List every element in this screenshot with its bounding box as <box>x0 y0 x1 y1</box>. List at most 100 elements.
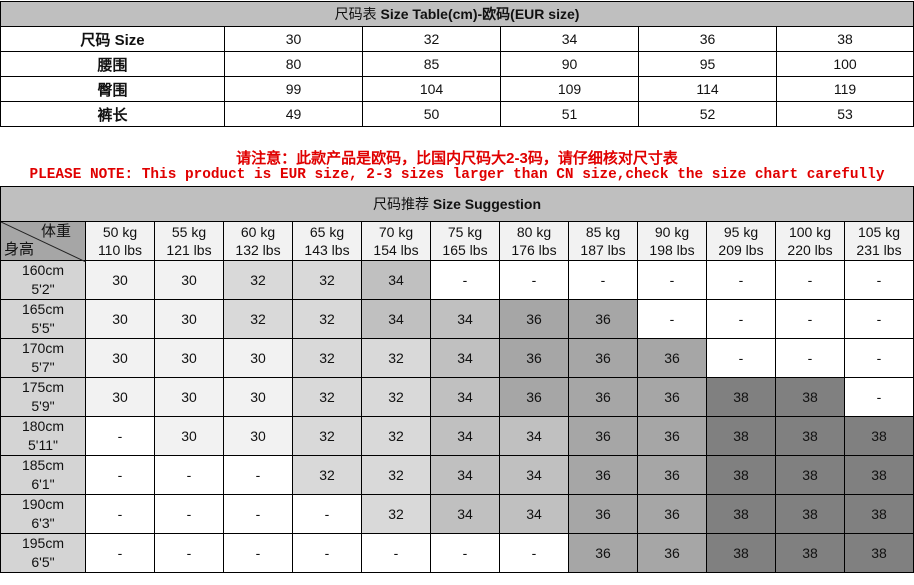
suggested-size-cell: 34 <box>499 494 569 534</box>
size-value: 99 <box>224 76 363 102</box>
suggested-size-cell: - <box>843 377 914 417</box>
row-label: 臀围 <box>0 76 225 102</box>
corner-weight-label: 体重 <box>40 223 71 240</box>
weight-header: 100 kg 220 lbs <box>775 221 845 261</box>
suggested-size-cell: - <box>843 260 914 300</box>
suggested-size-cell: 36 <box>499 377 569 417</box>
suggested-size-cell: 32 <box>223 299 293 339</box>
corner-height-label: 身高 <box>4 241 35 258</box>
suggested-size-cell: 30 <box>223 377 293 417</box>
height-row: 175cm 5'9" 30 30 30 32 32 34 36 36 36 38 38- <box>0 377 914 417</box>
weight-header: 85 kg 187 lbs <box>568 221 638 261</box>
suggested-size-cell: 36 <box>637 416 707 456</box>
size-value: 53 <box>775 101 914 127</box>
size-value: 38 <box>775 26 914 52</box>
suggested-size-cell: - <box>706 338 776 378</box>
suggested-size-cell: 32 <box>292 416 362 456</box>
row-label: 腰围 <box>0 51 225 77</box>
size-value: 52 <box>638 101 777 127</box>
suggested-size-cell: 34 <box>430 416 500 456</box>
suggested-size-cell: 38 <box>706 494 776 534</box>
size-value: 90 <box>500 51 639 77</box>
suggested-size-cell: 34 <box>430 377 500 417</box>
height-row: 170cm 5'7" 30 30 30 32 32 34 36 36 36- - - <box>0 338 914 378</box>
size-table-row: 腰围 80 85 90 95 100 <box>0 51 914 77</box>
suggested-size-cell: 36 <box>568 338 638 378</box>
suggested-size-cell: 36 <box>568 299 638 339</box>
suggested-size-cell: 32 <box>292 338 362 378</box>
suggested-size-cell: 36 <box>637 533 707 573</box>
size-value: 85 <box>362 51 501 77</box>
suggested-size-cell: - <box>843 299 914 339</box>
suggested-size-cell: - <box>430 533 500 573</box>
size-value: 114 <box>638 76 777 102</box>
suggested-size-cell: 30 <box>154 299 224 339</box>
suggested-size-cell: 32 <box>361 416 431 456</box>
suggested-size-cell: 36 <box>637 338 707 378</box>
suggested-size-cell: 32 <box>292 455 362 495</box>
height-header: 160cm 5'2" <box>0 260 86 300</box>
size-value: 50 <box>362 101 501 127</box>
suggested-size-cell: 38 <box>843 455 914 495</box>
suggested-size-cell: - <box>223 494 293 534</box>
weight-header: 60 kg 132 lbs <box>223 221 293 261</box>
weight-header: 95 kg 209 lbs <box>706 221 776 261</box>
size-value: 119 <box>775 76 914 102</box>
suggested-size-cell: 32 <box>292 260 362 300</box>
suggested-size-cell: 30 <box>85 377 155 417</box>
suggested-size-cell: 36 <box>568 416 638 456</box>
suggested-size-cell: 36 <box>568 377 638 417</box>
suggested-size-cell: - <box>154 494 224 534</box>
suggested-size-cell: 30 <box>223 416 293 456</box>
height-row: 190cm 6'3" - - - -32 34 34 36 36 38 38 38 <box>0 494 914 534</box>
size-table-row: 裤长 49 50 51 52 53 <box>0 101 914 127</box>
note-en: PLEASE NOTE: This product is EUR size, 2… <box>29 167 885 183</box>
suggested-size-cell: - <box>223 533 293 573</box>
suggested-size-cell: 36 <box>637 377 707 417</box>
suggested-size-cell: 34 <box>430 299 500 339</box>
size-value: 80 <box>224 51 363 77</box>
size-value: 49 <box>224 101 363 127</box>
suggested-size-cell: - <box>775 299 845 339</box>
height-header: 165cm 5'5" <box>0 299 86 339</box>
height-header: 180cm 5'11" <box>0 416 86 456</box>
weight-header-row: 体重 身高 50 kg 110 lbs 55 kg 121 lbs 60 kg 132 lbs… <box>0 221 914 262</box>
weight-header: 65 kg 143 lbs <box>292 221 362 261</box>
suggested-size-cell: 38 <box>706 377 776 417</box>
suggested-size-cell: 38 <box>775 377 845 417</box>
suggested-size-cell: 38 <box>843 533 914 573</box>
suggested-size-cell: 32 <box>292 377 362 417</box>
row-label: 裤长 <box>0 101 225 127</box>
suggested-size-cell: 30 <box>154 260 224 300</box>
size-table-row: 臀围 99 104 109 114 119 <box>0 76 914 102</box>
suggested-size-cell: 34 <box>361 299 431 339</box>
height-header: 195cm 6'5" <box>0 533 86 573</box>
height-header: 170cm 5'7" <box>0 338 86 378</box>
suggested-size-cell: - <box>568 260 638 300</box>
suggested-size-cell: 30 <box>154 338 224 378</box>
suggested-size-cell: - <box>499 260 569 300</box>
suggested-size-cell: - <box>85 494 155 534</box>
size-value: 32 <box>362 26 501 52</box>
suggested-size-cell: - <box>223 455 293 495</box>
suggested-size-cell: 30 <box>85 260 155 300</box>
height-header: 190cm 6'3" <box>0 494 86 534</box>
height-row: 165cm 5'5" 30 30 32 32 34 34 36 36- - - - <box>0 299 914 339</box>
suggested-size-cell: 30 <box>154 416 224 456</box>
size-value: 100 <box>775 51 914 77</box>
suggested-size-cell: 34 <box>361 260 431 300</box>
suggested-size-cell: 36 <box>499 299 569 339</box>
suggested-size-cell: - <box>85 416 155 456</box>
suggested-size-cell: 32 <box>361 455 431 495</box>
suggested-size-cell: 32 <box>361 377 431 417</box>
height-row: 180cm 5'11" -30 30 32 32 34 34 36 36 38 38 38 <box>0 416 914 456</box>
suggested-size-cell: 34 <box>430 494 500 534</box>
suggested-size-cell: - <box>843 338 914 378</box>
size-value: 36 <box>638 26 777 52</box>
size-value: 51 <box>500 101 639 127</box>
suggested-size-cell: - <box>775 260 845 300</box>
size-value: 109 <box>500 76 639 102</box>
height-row: 195cm 6'5" - - - - - - -36 36 38 38 38 <box>0 533 914 573</box>
diagonal-line <box>1 222 86 262</box>
weight-header: 90 kg 198 lbs <box>637 221 707 261</box>
